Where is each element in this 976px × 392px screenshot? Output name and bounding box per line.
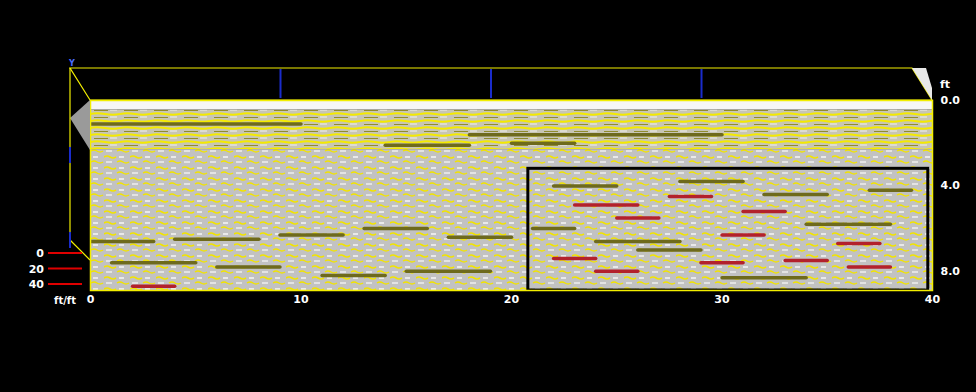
svg-text:0.0: 0.0 <box>941 94 961 107</box>
svg-text:8.0: 8.0 <box>941 265 961 278</box>
svg-text:30: 30 <box>714 293 730 306</box>
svg-text:Y: Y <box>68 59 75 68</box>
svg-text:20: 20 <box>29 263 45 276</box>
svg-text:40: 40 <box>29 278 45 291</box>
svg-text:0: 0 <box>87 293 95 306</box>
svg-text:4.0: 4.0 <box>941 179 961 192</box>
svg-text:0: 0 <box>36 247 44 260</box>
svg-text:20: 20 <box>504 293 520 306</box>
svg-text:10: 10 <box>293 293 309 306</box>
svg-text:ft: ft <box>940 78 950 91</box>
svg-text:40: 40 <box>925 293 941 306</box>
svg-text:ft/ft: ft/ft <box>54 295 76 306</box>
